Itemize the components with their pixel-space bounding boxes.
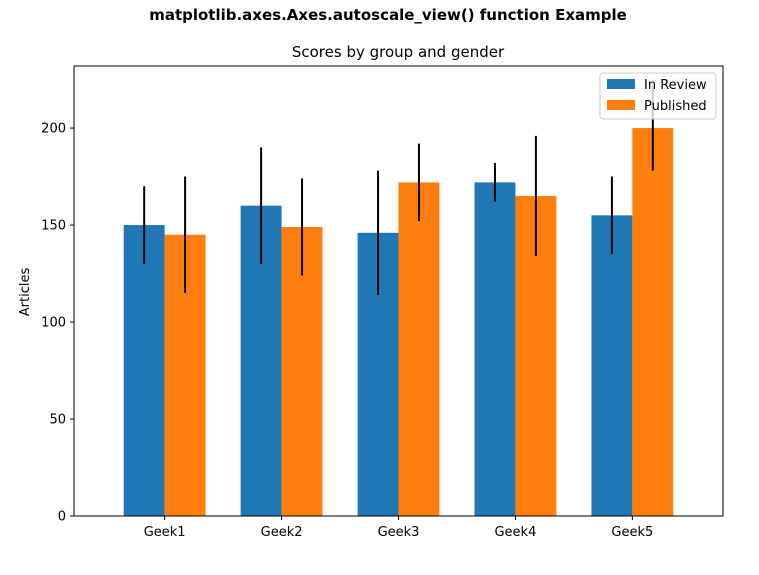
legend-label-published: Published	[644, 99, 707, 114]
y-tick-label: 100	[41, 316, 66, 331]
bar-in-review-geek1	[123, 225, 165, 516]
y-tick-label: 50	[49, 413, 66, 428]
y-tick-label: 200	[41, 122, 66, 137]
legend-label-in-review: In Review	[644, 78, 707, 93]
bar-in-review-geek4	[474, 182, 516, 516]
y-tick-label: 0	[58, 510, 66, 525]
x-tick-label: Geek5	[611, 525, 653, 540]
y-tick-label: 150	[41, 219, 66, 234]
legend-swatch-in-review	[607, 79, 635, 89]
x-axis: Geek1 Geek2 Geek3 Geek4 Geek5	[144, 516, 653, 540]
x-tick-label: Geek1	[144, 525, 186, 540]
legend: In Review Published	[599, 72, 717, 120]
x-tick-label: Geek2	[261, 525, 303, 540]
bar-published-geek5	[632, 128, 674, 516]
figure-suptitle: matplotlib.axes.Axes.autoscale_view() fu…	[149, 6, 627, 24]
y-axis: 0 50 100 150 200	[41, 122, 74, 525]
x-tick-label: Geek3	[378, 525, 420, 540]
bar-published-geek3	[398, 182, 440, 516]
bar-in-review-geek5	[591, 215, 633, 516]
y-axis-label: Articles	[18, 268, 33, 317]
chart-title: Scores by group and gender	[292, 43, 505, 61]
bars-layer	[123, 128, 674, 517]
x-tick-label: Geek4	[494, 525, 536, 540]
legend-swatch-published	[607, 100, 635, 110]
